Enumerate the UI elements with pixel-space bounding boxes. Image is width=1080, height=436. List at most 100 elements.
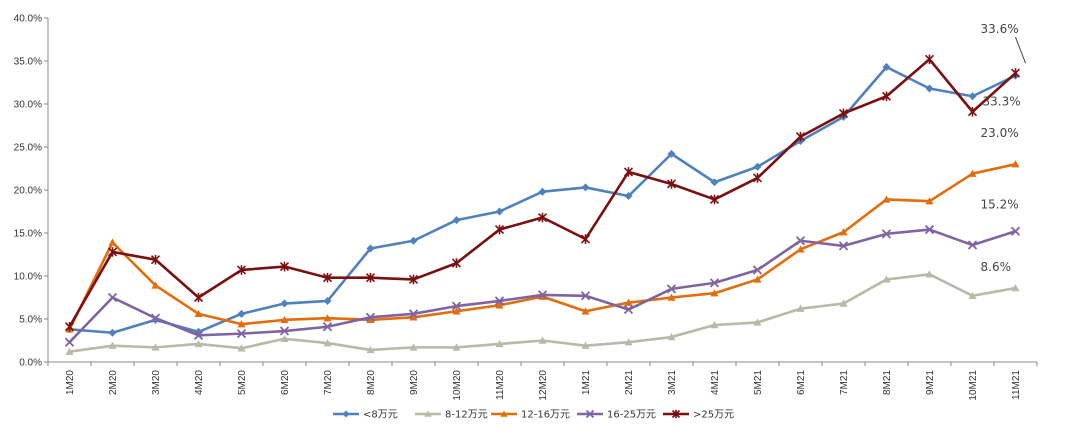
- data-point: [108, 238, 117, 246]
- x-tick-label: 11M20: [495, 370, 506, 400]
- series-2: [65, 160, 1020, 333]
- data-point: [452, 307, 461, 315]
- y-tick-label: 30.0%: [14, 100, 42, 111]
- data-point: [365, 272, 376, 283]
- data-point: [64, 321, 75, 332]
- data-point: [452, 343, 461, 351]
- data-point: [623, 304, 634, 315]
- y-tick-label: 20.0%: [14, 186, 42, 197]
- data-point: [881, 91, 892, 102]
- data-point: [538, 336, 547, 344]
- data-point: [796, 245, 805, 253]
- data-point: [537, 212, 548, 223]
- data-point: [710, 178, 719, 187]
- data-point: [323, 296, 332, 305]
- legend-label: <8万元: [363, 410, 398, 421]
- data-point: [1011, 284, 1020, 292]
- data-point: [366, 315, 375, 324]
- x-tick-label: 11M21: [1011, 370, 1022, 400]
- data-point: [925, 197, 934, 205]
- data-point: [623, 167, 634, 177]
- data-point: [323, 314, 332, 322]
- data-point: [967, 106, 978, 117]
- data-point: [279, 326, 290, 336]
- data-point: [667, 149, 676, 158]
- x-tick-label: 5M21: [753, 370, 764, 395]
- data-point: [150, 254, 161, 265]
- legend-label: 12-16万元: [521, 410, 570, 421]
- data-point: [500, 410, 508, 417]
- data-point: [1010, 68, 1021, 78]
- data-point: [236, 265, 247, 275]
- x-tick-label: 6M21: [796, 370, 807, 395]
- legend-item: 16-25万元: [577, 410, 656, 421]
- x-tick-label: 8M20: [366, 370, 377, 395]
- data-point: [580, 234, 591, 244]
- data-point: [752, 173, 763, 183]
- x-tick-label: 12M20: [538, 370, 549, 401]
- data-point: [968, 92, 977, 101]
- data-point: [408, 274, 419, 285]
- data-point: [495, 301, 504, 309]
- data-point: [709, 278, 720, 288]
- legend-item: 8-12万元: [415, 410, 488, 421]
- data-point: [279, 261, 290, 272]
- data-point: [925, 270, 934, 278]
- value-annotation: 15.2%: [981, 197, 1019, 211]
- data-point: [624, 192, 633, 201]
- legend-label: 16-25万元: [607, 410, 656, 421]
- end-annotations: 33.6% 33.3% 23.0% 15.2% 8.6%: [981, 22, 1026, 274]
- y-axis: 0.0% 5.0% 10.0% 15.0% 20.0% 25.0% 30.0% 35.0% 40…: [14, 14, 49, 369]
- data-point: [839, 299, 848, 307]
- data-point: [710, 289, 719, 297]
- data-point: [452, 216, 461, 225]
- x-tick-label: 10M21: [968, 370, 979, 401]
- legend-item: <8万元: [333, 410, 398, 421]
- data-point: [882, 195, 891, 203]
- data-point: [882, 275, 891, 283]
- x-tick-label: 8M21: [882, 370, 893, 395]
- data-point: [838, 241, 849, 251]
- data-point: [323, 339, 332, 347]
- data-point: [108, 341, 117, 349]
- data-point: [537, 290, 548, 300]
- legend-item: 12-16万元: [491, 410, 570, 421]
- x-tick-label: 10M20: [452, 370, 463, 401]
- data-point: [753, 162, 762, 171]
- data-point: [581, 183, 590, 192]
- data-point: [925, 84, 934, 93]
- data-point: [237, 344, 246, 352]
- data-point: [108, 328, 117, 337]
- data-point: [150, 313, 161, 323]
- data-point: [710, 321, 719, 329]
- data-point: [280, 299, 289, 308]
- value-annotation: 33.6%: [981, 22, 1019, 36]
- data-point: [107, 247, 118, 257]
- data-point: [409, 313, 418, 321]
- data-point: [667, 333, 676, 341]
- x-tick-label: 4M20: [194, 370, 205, 395]
- x-tick-label: 1M20: [65, 370, 76, 395]
- legend: <8万元 8-12万元 12-16万元 16-25万元 >25万元: [333, 410, 734, 421]
- data-point: [322, 272, 333, 283]
- series-4: [64, 54, 1021, 332]
- data-point: [342, 410, 350, 418]
- data-point: [151, 343, 160, 351]
- data-point: [795, 131, 806, 142]
- y-tick-label: 10.0%: [14, 272, 42, 283]
- data-point: [236, 328, 247, 339]
- data-point: [580, 291, 591, 301]
- data-point: [585, 409, 595, 419]
- x-tick-label: 6M20: [280, 370, 291, 395]
- data-point: [451, 258, 462, 268]
- data-point: [193, 292, 204, 303]
- data-point: [237, 309, 246, 318]
- data-point: [424, 410, 432, 417]
- data-point: [795, 236, 806, 246]
- x-tick-label: 2M21: [624, 370, 635, 395]
- x-tick-label: 3M20: [151, 370, 162, 395]
- data-point: [365, 312, 376, 322]
- data-point: [581, 307, 590, 315]
- data-point: [495, 339, 504, 348]
